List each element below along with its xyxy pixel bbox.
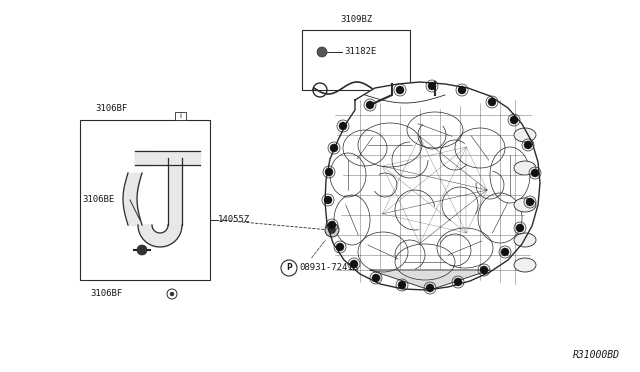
Text: 08931-7241A: 08931-7241A — [299, 263, 358, 273]
Circle shape — [398, 281, 406, 289]
Bar — [302, 30, 410, 90]
Circle shape — [170, 292, 174, 296]
Circle shape — [366, 101, 374, 109]
Circle shape — [426, 284, 434, 292]
Circle shape — [516, 224, 524, 232]
Circle shape — [531, 169, 539, 177]
Circle shape — [396, 86, 404, 94]
Bar — [80, 120, 210, 280]
Text: 3109BZ: 3109BZ — [340, 15, 372, 24]
Circle shape — [137, 245, 147, 255]
Ellipse shape — [514, 161, 536, 175]
Circle shape — [324, 196, 332, 204]
Text: 31182E: 31182E — [344, 48, 376, 57]
Circle shape — [428, 82, 436, 90]
Circle shape — [524, 141, 532, 149]
Circle shape — [339, 122, 347, 130]
Ellipse shape — [514, 258, 536, 272]
Circle shape — [325, 223, 339, 237]
Text: 14055Z: 14055Z — [218, 215, 250, 224]
Circle shape — [510, 116, 518, 124]
Circle shape — [167, 289, 177, 299]
Text: 3106BE: 3106BE — [82, 196, 115, 205]
Text: 3106BF: 3106BF — [95, 104, 127, 113]
Circle shape — [526, 198, 534, 206]
Circle shape — [488, 98, 496, 106]
Text: R31000BD: R31000BD — [573, 350, 620, 360]
Circle shape — [281, 260, 297, 276]
Circle shape — [350, 260, 358, 268]
Ellipse shape — [514, 233, 536, 247]
Circle shape — [317, 47, 327, 57]
Circle shape — [501, 248, 509, 256]
Ellipse shape — [514, 198, 536, 212]
Bar — [175, 112, 186, 120]
Circle shape — [480, 266, 488, 274]
Polygon shape — [370, 270, 490, 290]
Circle shape — [328, 227, 335, 234]
Ellipse shape — [514, 128, 536, 142]
Polygon shape — [325, 82, 540, 290]
Text: 3106BF: 3106BF — [90, 289, 122, 298]
Circle shape — [330, 144, 338, 152]
Text: P: P — [286, 263, 292, 273]
Text: i: i — [179, 113, 181, 119]
Circle shape — [336, 243, 344, 251]
Circle shape — [325, 168, 333, 176]
Circle shape — [372, 274, 380, 282]
Circle shape — [328, 221, 336, 229]
Polygon shape — [138, 225, 182, 247]
Circle shape — [454, 278, 462, 286]
Circle shape — [458, 86, 466, 94]
